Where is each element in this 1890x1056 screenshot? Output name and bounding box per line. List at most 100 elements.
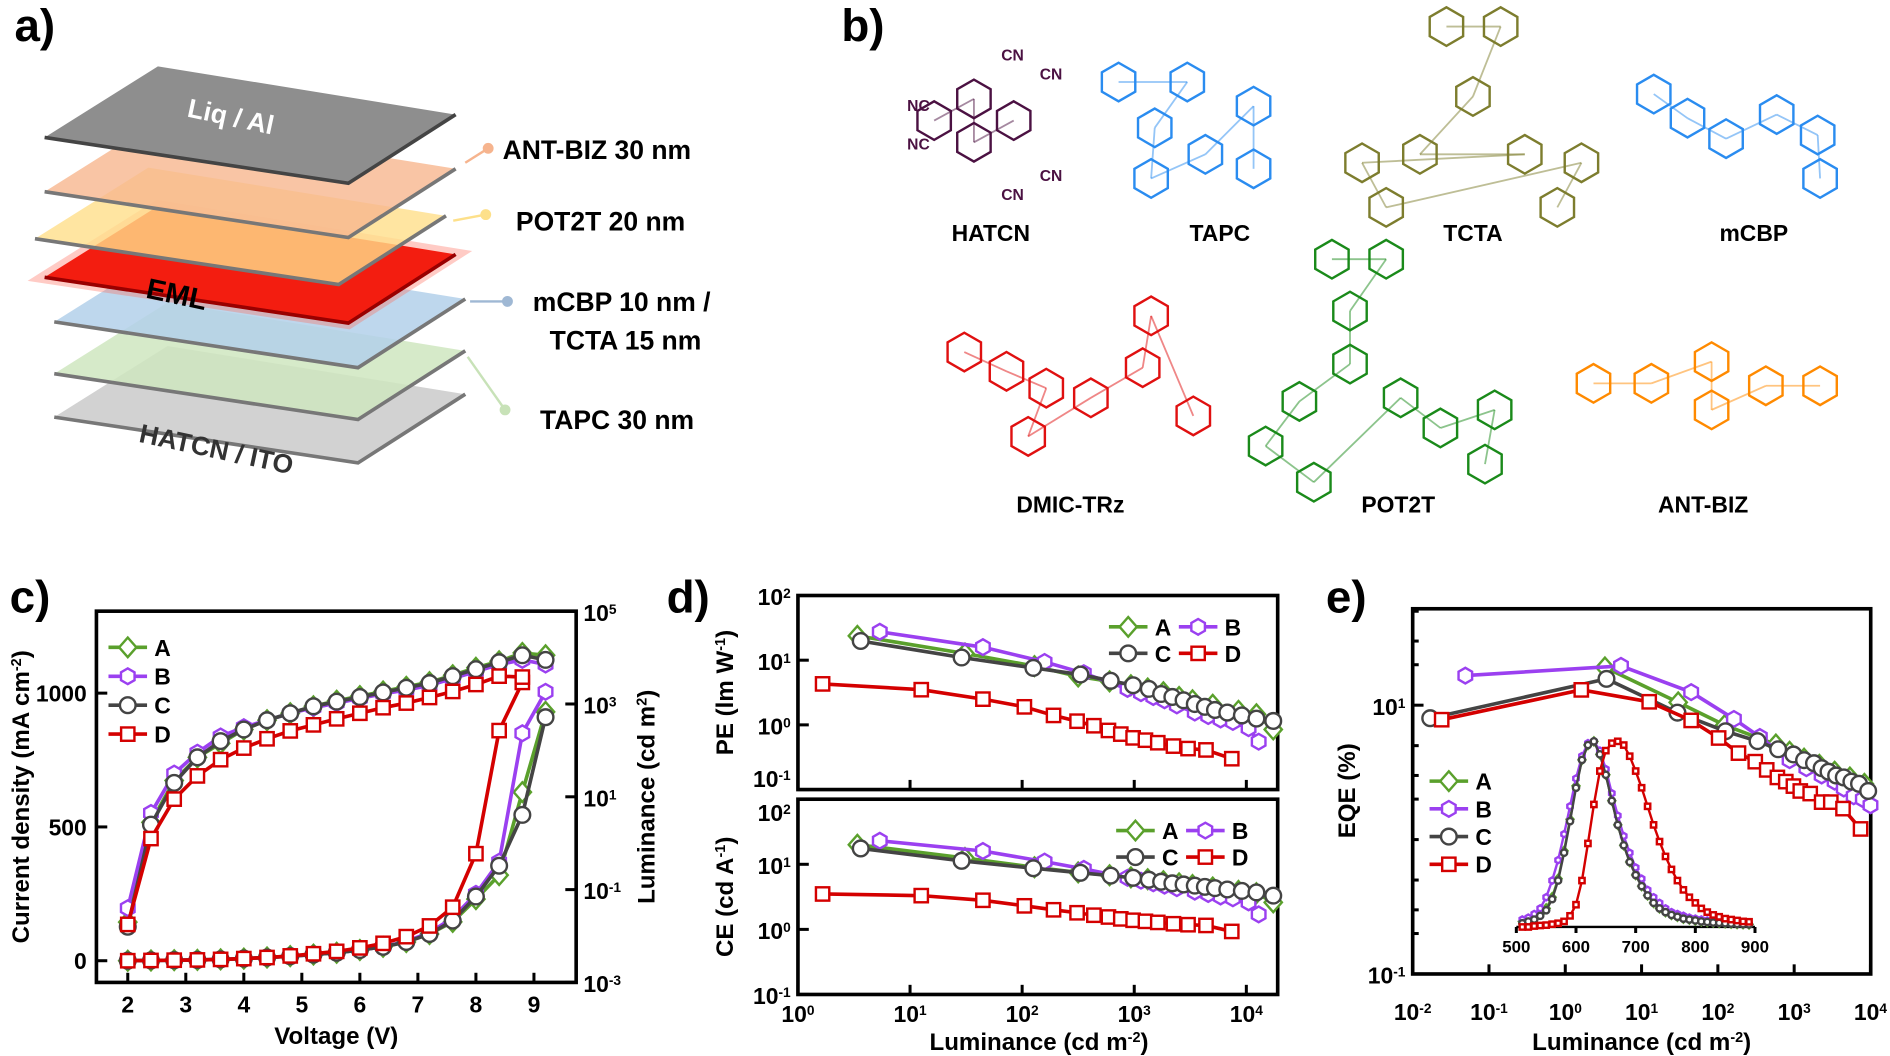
- legend-item-B: B: [108, 664, 171, 690]
- callout-dot: [502, 295, 513, 307]
- y-tick-label: 10-1: [753, 983, 791, 1009]
- x-tick-label: 4: [237, 992, 250, 1018]
- data-point-C: [1597, 669, 1616, 688]
- text-part: 10: [1230, 1001, 1255, 1027]
- data-point-D: [1149, 734, 1166, 751]
- y2-tick-label: 10-3: [583, 971, 621, 997]
- layer-edge: [53, 297, 467, 370]
- data-point-C: [1625, 857, 1635, 867]
- data-point-B: [1683, 682, 1700, 702]
- data-point-D: [1703, 908, 1712, 916]
- legend-label: D: [154, 722, 171, 748]
- data-point-D: [1524, 923, 1533, 931]
- text-part: 10: [758, 714, 783, 740]
- data-point-C: [1124, 868, 1143, 887]
- ring: [1635, 73, 1672, 115]
- data-point-D: [1655, 837, 1664, 846]
- cn-group-label: NC: [907, 137, 930, 154]
- data-point-D: [259, 949, 275, 966]
- panel-label-a: a): [14, 0, 55, 51]
- data-point-C: [1769, 740, 1788, 759]
- y-tick-label: 102: [758, 584, 791, 610]
- y-axis-label: EQE (%): [1334, 743, 1361, 838]
- x-tick-label: 102: [1701, 999, 1734, 1025]
- data-point-B: [1725, 709, 1742, 729]
- data-point-B: [1457, 666, 1474, 685]
- ring: [1169, 61, 1206, 103]
- superscript: -1: [713, 638, 729, 651]
- data-point-D: [1223, 923, 1240, 940]
- data-point-C: [374, 683, 393, 702]
- panel-label-d: d): [667, 571, 710, 622]
- data-point-D: [143, 952, 159, 969]
- data-point-B: [974, 841, 991, 861]
- legend-marker: [1440, 856, 1457, 873]
- molecule-name: ANT-BIZ: [1658, 491, 1748, 517]
- data-point-B: [1862, 796, 1879, 815]
- data-point-C: [1264, 886, 1283, 905]
- data-point-D: [166, 952, 183, 969]
- data-point-D: [1016, 698, 1033, 715]
- data-point-D: [1649, 821, 1658, 829]
- data-point-D: [1643, 802, 1652, 811]
- text-part: Voltage (V): [274, 1023, 398, 1050]
- ring: [1382, 377, 1419, 419]
- data-point-C: [1124, 676, 1143, 695]
- data-point-D: [1730, 745, 1747, 761]
- legend-item-D: D: [108, 722, 171, 748]
- superscript: 0: [1574, 1000, 1582, 1015]
- ring: [1693, 389, 1730, 431]
- x-axis-label: Voltage (V): [274, 1023, 398, 1050]
- legend-marker: [118, 696, 137, 715]
- ring: [1747, 365, 1784, 407]
- data-point-D: [212, 751, 229, 768]
- molecule-name: mCBP: [1719, 220, 1788, 246]
- series-line-D: [127, 681, 524, 963]
- y-axis-label: PE (lm W-1): [712, 630, 739, 755]
- y-tick-label: 0: [74, 948, 87, 974]
- legend-label: A: [1162, 818, 1179, 844]
- cn-group-label: CN: [1001, 187, 1024, 204]
- text-part: 10: [758, 853, 783, 879]
- superscript: -2: [1419, 1000, 1432, 1015]
- data-point-C: [1535, 911, 1545, 921]
- ring: [1428, 5, 1465, 48]
- superscript: -2: [1730, 1030, 1743, 1046]
- legend-label: C: [1162, 845, 1179, 871]
- series-D: [814, 676, 1240, 767]
- data-point-D: [1590, 800, 1598, 809]
- superscript: -1: [778, 985, 791, 1000]
- text-part: 10: [758, 918, 783, 944]
- data-point-D: [189, 768, 206, 784]
- ring: [1482, 5, 1519, 48]
- data-point-D: [1069, 713, 1085, 730]
- data-point-D: [491, 722, 507, 739]
- data-point-D: [1542, 921, 1551, 929]
- superscript: 2: [1031, 1003, 1039, 1018]
- data-point-C: [1643, 891, 1652, 900]
- superscript: -3: [609, 973, 622, 988]
- callout-line: [452, 213, 486, 222]
- superscript: 3: [1803, 1000, 1811, 1015]
- text-part: Current density (mA cm: [8, 671, 35, 943]
- data-point-C: [466, 660, 485, 679]
- molecule-ant-biz: [1575, 340, 1838, 431]
- bond: [1556, 162, 1583, 208]
- legend-item-D: D: [1186, 845, 1248, 871]
- legend-item-B: B: [1429, 796, 1492, 822]
- data-point-D: [398, 695, 415, 711]
- data-point-C: [1571, 783, 1581, 793]
- ring: [1100, 61, 1137, 103]
- text-part: ): [712, 630, 739, 638]
- legend-label: B: [1475, 796, 1492, 822]
- x-tick-label: 104: [1854, 999, 1887, 1025]
- layer-face: [44, 66, 456, 184]
- ring: [1314, 238, 1350, 280]
- chart-c-series: [117, 641, 556, 973]
- data-point-D: [1710, 730, 1727, 746]
- inset-x-tick-label: 800: [1681, 937, 1709, 956]
- data-point-C: [536, 708, 555, 727]
- bond: [1419, 95, 1474, 155]
- bond: [1484, 409, 1496, 465]
- legend-marker: [1190, 617, 1207, 637]
